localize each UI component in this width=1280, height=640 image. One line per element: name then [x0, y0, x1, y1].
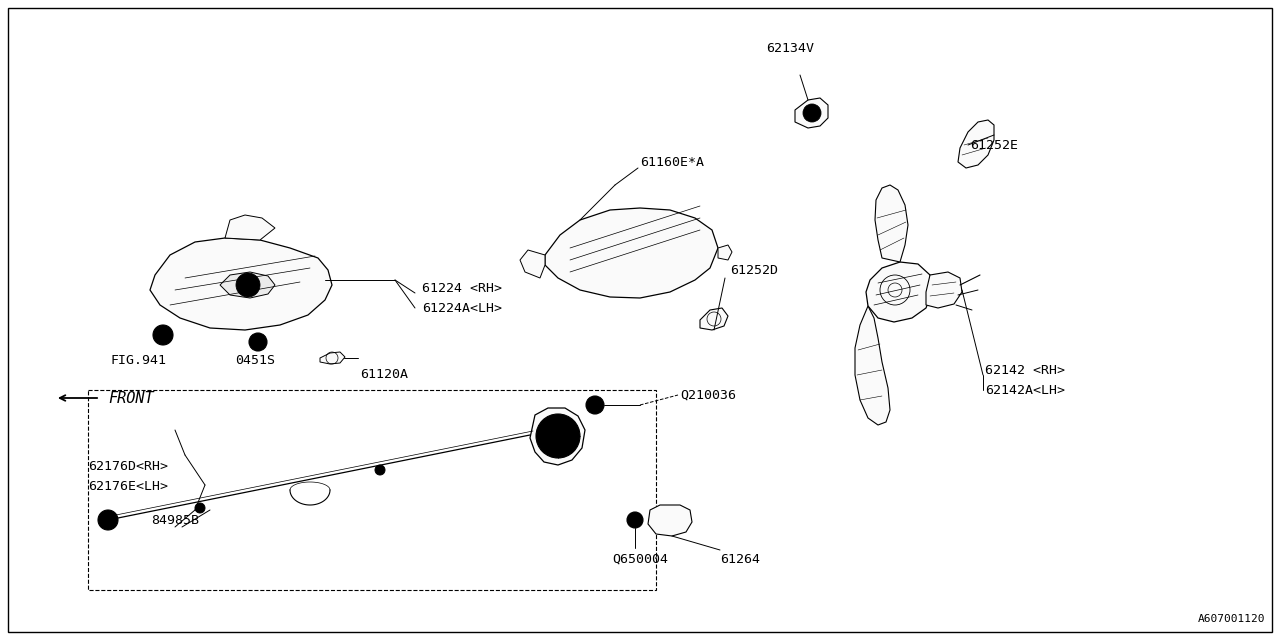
- Text: 84985B: 84985B: [151, 514, 198, 527]
- Polygon shape: [150, 238, 332, 330]
- Text: 61224A<LH>: 61224A<LH>: [422, 301, 502, 314]
- Circle shape: [236, 273, 260, 297]
- Circle shape: [195, 503, 205, 513]
- Circle shape: [375, 465, 385, 475]
- Text: Q210036: Q210036: [680, 388, 736, 401]
- Polygon shape: [957, 120, 995, 168]
- Text: 61252D: 61252D: [730, 264, 778, 276]
- Polygon shape: [648, 505, 692, 536]
- Circle shape: [586, 396, 604, 414]
- Polygon shape: [867, 262, 932, 322]
- Polygon shape: [700, 308, 728, 330]
- Polygon shape: [225, 215, 275, 240]
- Polygon shape: [320, 352, 346, 364]
- Bar: [88, 390, 657, 590]
- Text: 61160E*A: 61160E*A: [640, 156, 704, 168]
- Polygon shape: [925, 272, 963, 308]
- Text: FRONT: FRONT: [108, 390, 154, 406]
- Polygon shape: [530, 408, 585, 465]
- Circle shape: [536, 414, 580, 458]
- Text: Q650004: Q650004: [612, 553, 668, 566]
- Text: 62176E<LH>: 62176E<LH>: [88, 479, 168, 493]
- Circle shape: [803, 104, 820, 122]
- Polygon shape: [795, 98, 828, 128]
- Polygon shape: [520, 250, 545, 278]
- Text: 0451S: 0451S: [236, 354, 275, 367]
- Circle shape: [154, 325, 173, 345]
- Circle shape: [99, 510, 118, 530]
- Polygon shape: [718, 245, 732, 260]
- Text: 62134V: 62134V: [765, 42, 814, 55]
- Text: 62176D<RH>: 62176D<RH>: [88, 460, 168, 472]
- Polygon shape: [876, 185, 908, 262]
- Text: 61252E: 61252E: [970, 138, 1018, 152]
- Text: A607001120: A607001120: [1198, 614, 1265, 624]
- Text: 62142A<LH>: 62142A<LH>: [986, 383, 1065, 397]
- Text: 61224 <RH>: 61224 <RH>: [422, 282, 502, 294]
- Polygon shape: [855, 306, 890, 425]
- Text: FIG.941: FIG.941: [110, 354, 166, 367]
- Polygon shape: [220, 272, 275, 298]
- Text: 61264: 61264: [719, 553, 760, 566]
- Circle shape: [627, 512, 643, 528]
- Text: 61120A: 61120A: [360, 367, 408, 381]
- Circle shape: [250, 333, 268, 351]
- Text: 62142 <RH>: 62142 <RH>: [986, 364, 1065, 376]
- Polygon shape: [545, 208, 718, 298]
